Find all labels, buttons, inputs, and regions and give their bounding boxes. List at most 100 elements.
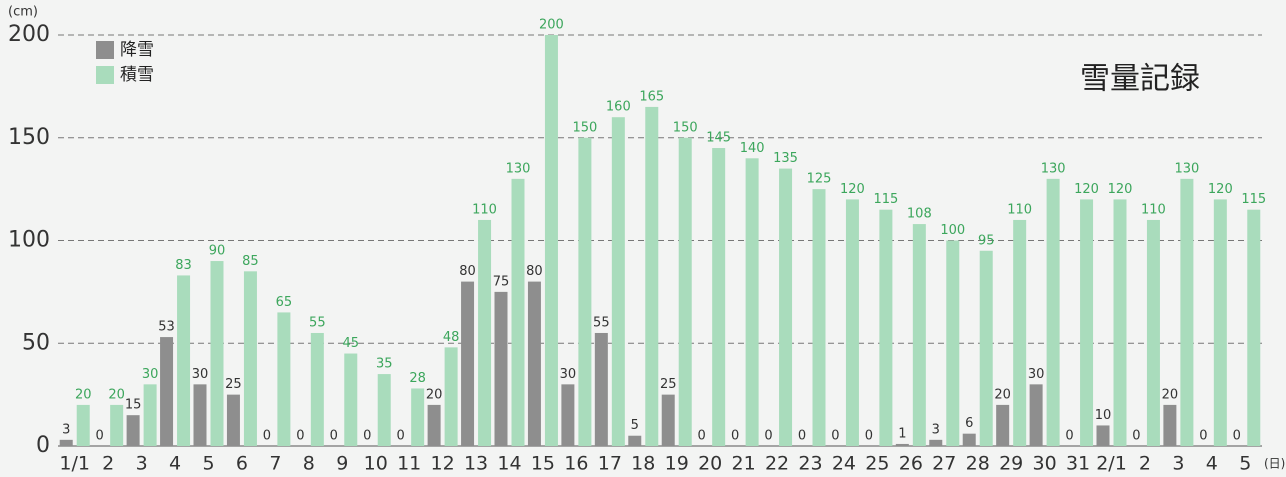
x-tick-label: 18 (631, 453, 655, 475)
data-label: 130 (1174, 161, 1199, 176)
data-label: 25 (660, 377, 677, 392)
data-label: 100 (940, 223, 965, 238)
data-label: 108 (907, 207, 932, 222)
data-label: 0 (865, 429, 873, 444)
data-label: 0 (1132, 429, 1140, 444)
x-tick-label: 8 (303, 453, 315, 475)
x-tick-label: 3 (1172, 453, 1184, 475)
bar (929, 439, 943, 446)
x-tick-label: 15 (531, 453, 555, 475)
bar (979, 250, 993, 446)
x-tick-label: 25 (865, 453, 889, 475)
data-label: 120 (1074, 182, 1099, 197)
bar (1180, 178, 1194, 446)
data-label: 120 (1108, 182, 1133, 197)
x-tick-label: 2 (102, 453, 114, 475)
bar (59, 439, 73, 446)
data-label: 83 (175, 258, 192, 273)
bar (427, 404, 441, 446)
x-tick-label: 12 (431, 453, 455, 475)
bar (779, 168, 793, 446)
y-unit: (cm) (8, 5, 38, 20)
bar (411, 388, 425, 446)
bar (1096, 425, 1110, 446)
data-label: 115 (1241, 192, 1266, 207)
x-tick-label: 19 (665, 453, 689, 475)
data-label: 0 (363, 429, 371, 444)
bar (678, 137, 692, 446)
bar (594, 332, 608, 446)
data-label: 30 (192, 367, 209, 382)
bar (996, 404, 1010, 446)
data-label: 15 (125, 398, 142, 413)
bar (845, 199, 859, 446)
data-label: 5 (631, 418, 639, 433)
data-label: 20 (75, 387, 92, 402)
data-label: 45 (343, 336, 360, 351)
data-label: 0 (1065, 429, 1073, 444)
legend-swatch (96, 41, 114, 59)
x-tick-label: 28 (966, 453, 990, 475)
data-label: 0 (831, 429, 839, 444)
data-label: 160 (606, 100, 631, 115)
legend-label: 降雪 (120, 40, 154, 60)
bar (193, 384, 207, 446)
y-tick-label: 0 (36, 433, 50, 458)
data-label: 30 (142, 367, 159, 382)
bar (527, 281, 541, 446)
bar (712, 148, 726, 446)
data-label: 30 (560, 367, 577, 382)
x-tick-label: 16 (564, 453, 588, 475)
data-label: 80 (459, 264, 476, 279)
x-tick-label: 2/1 (1096, 453, 1127, 475)
data-label: 53 (158, 320, 175, 335)
bar (611, 117, 625, 446)
data-label: 25 (225, 377, 242, 392)
data-label: 10 (1095, 408, 1112, 423)
data-label: 3 (62, 422, 70, 437)
bar (1163, 404, 1177, 446)
data-label: 1 (898, 426, 906, 441)
data-label: 0 (296, 429, 304, 444)
bar (226, 394, 240, 446)
x-tick-label: 9 (336, 453, 348, 475)
bar (1247, 209, 1261, 446)
data-label: 30 (1028, 367, 1045, 382)
bar (478, 219, 492, 446)
bar (76, 404, 90, 446)
data-label: 0 (397, 429, 405, 444)
legend-label: 積雪 (120, 65, 154, 85)
data-label: 120 (1208, 182, 1233, 197)
data-label: 0 (798, 429, 806, 444)
bar (912, 224, 926, 446)
bar (1029, 384, 1043, 446)
data-label: 20 (1162, 387, 1179, 402)
bar (494, 291, 508, 446)
data-label: 90 (209, 244, 226, 259)
x-tick-label: 24 (832, 453, 856, 475)
data-label: 110 (1007, 202, 1032, 217)
bar (110, 404, 124, 446)
data-label: 135 (773, 151, 798, 166)
bar (962, 433, 976, 446)
x-tick-label: 21 (732, 453, 756, 475)
bar (210, 261, 224, 446)
x-tick-label: 13 (464, 453, 488, 475)
x-tick-label: 22 (765, 453, 789, 475)
data-label: 95 (978, 233, 995, 248)
data-label: 20 (994, 387, 1011, 402)
x-tick-label: 7 (269, 453, 281, 475)
bar (561, 384, 575, 446)
bar (745, 158, 759, 447)
y-tick-label: 50 (22, 330, 50, 355)
data-label: 48 (443, 330, 460, 345)
bar (879, 209, 893, 446)
x-unit: (日) (1264, 457, 1285, 471)
bar (377, 374, 391, 446)
x-tick-label: 27 (932, 453, 956, 475)
bar (645, 106, 659, 447)
data-label: 200 (539, 18, 564, 33)
data-label: 0 (1199, 429, 1207, 444)
x-tick-label: 11 (397, 453, 421, 475)
bar (1113, 199, 1127, 446)
